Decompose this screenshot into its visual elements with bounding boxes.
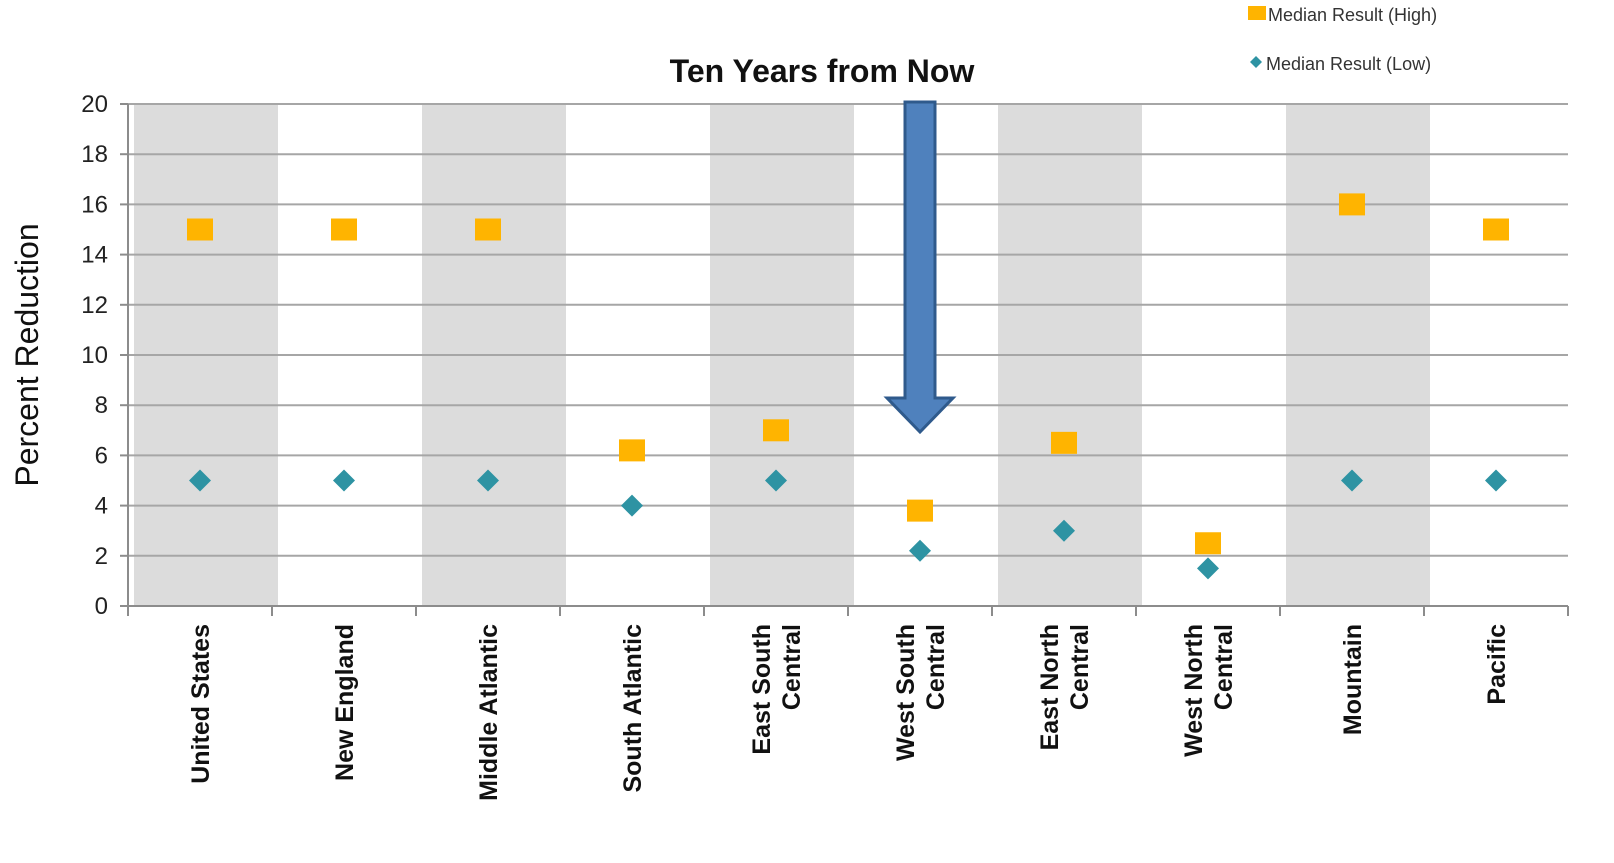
y-axis-label: Percent Reduction <box>9 223 45 486</box>
point-high <box>187 218 213 241</box>
x-category-label-line: Central <box>1066 624 1094 710</box>
y-tick-labels: 0 2 4 6 8 10 12 14 16 18 20 <box>81 91 108 620</box>
x-category-label: United States <box>187 624 215 784</box>
y-tick-label: 12 <box>81 292 108 319</box>
y-tick-label: 4 <box>95 493 108 520</box>
x-category-label: South Atlantic <box>619 624 647 793</box>
point-high <box>331 218 357 241</box>
data-points <box>187 193 1509 580</box>
x-category-label-line: Mountain <box>1339 624 1367 735</box>
point-low <box>1053 519 1075 542</box>
point-high <box>1195 532 1221 555</box>
x-category-label-line: Central <box>778 624 806 710</box>
x-category-label-line: East North <box>1036 624 1064 750</box>
y-tick-label: 10 <box>81 342 108 369</box>
y-tick-label: 0 <box>95 593 108 620</box>
y-tick-label: 18 <box>81 141 108 168</box>
legend-label-high: Median Result (High) <box>1268 5 1437 25</box>
point-high <box>619 439 645 462</box>
x-category-label-line: East South <box>748 624 776 755</box>
legend-label-low: Median Result (Low) <box>1266 54 1431 74</box>
point-low <box>765 469 787 492</box>
x-category-label-line: West North <box>1180 624 1208 757</box>
axes <box>120 103 1569 616</box>
x-category-label-line: South Atlantic <box>619 624 647 793</box>
x-category-label: East North Central <box>1036 624 1094 750</box>
point-low <box>189 469 211 492</box>
point-low <box>1197 557 1219 580</box>
point-low <box>909 539 931 562</box>
x-category-label-line: New England <box>331 624 359 781</box>
x-category-label: Mountain <box>1339 624 1367 735</box>
x-category-label: West South Central <box>892 624 950 761</box>
point-low <box>333 469 355 492</box>
y-tick-label: 6 <box>95 442 108 469</box>
x-category-label-line: Pacific <box>1483 624 1511 705</box>
point-low <box>477 469 499 492</box>
y-tick-label: 2 <box>95 543 108 570</box>
y-tick-label: 14 <box>81 242 108 269</box>
point-high <box>763 419 789 442</box>
point-low <box>1341 469 1363 492</box>
point-high <box>1339 193 1365 216</box>
point-low <box>1485 469 1507 492</box>
x-category-label: East South Central <box>748 624 806 755</box>
point-high <box>1483 218 1509 241</box>
x-category-label: Middle Atlantic <box>475 624 503 801</box>
legend-marker-high <box>1248 6 1266 20</box>
x-category-label-line: Central <box>1210 624 1238 710</box>
x-category-label: Pacific <box>1483 624 1511 705</box>
x-category-label-line: West South <box>892 624 920 761</box>
x-category-label: New England <box>331 624 359 781</box>
legend-marker-low <box>1250 56 1262 68</box>
x-category-labels: United States New England Middle Atlantic S… <box>187 624 1511 801</box>
x-category-label: West North Central <box>1180 624 1238 757</box>
y-tick-label: 20 <box>81 91 108 118</box>
x-category-label-line: Central <box>922 624 950 710</box>
point-high <box>475 218 501 241</box>
point-high <box>907 499 933 522</box>
down-arrow-annotation <box>883 100 957 435</box>
point-low <box>621 494 643 517</box>
point-high <box>1051 431 1077 454</box>
x-category-label-line: United States <box>187 624 215 784</box>
y-tick-label: 8 <box>95 392 108 419</box>
y-tick-label: 16 <box>81 191 108 218</box>
x-category-label-line: Middle Atlantic <box>475 624 503 801</box>
legend: Median Result (High) Median Result (Low) <box>1248 5 1437 74</box>
chart-title: Ten Years from Now <box>670 53 975 89</box>
gridlines <box>128 103 1568 557</box>
annotation <box>883 100 957 435</box>
